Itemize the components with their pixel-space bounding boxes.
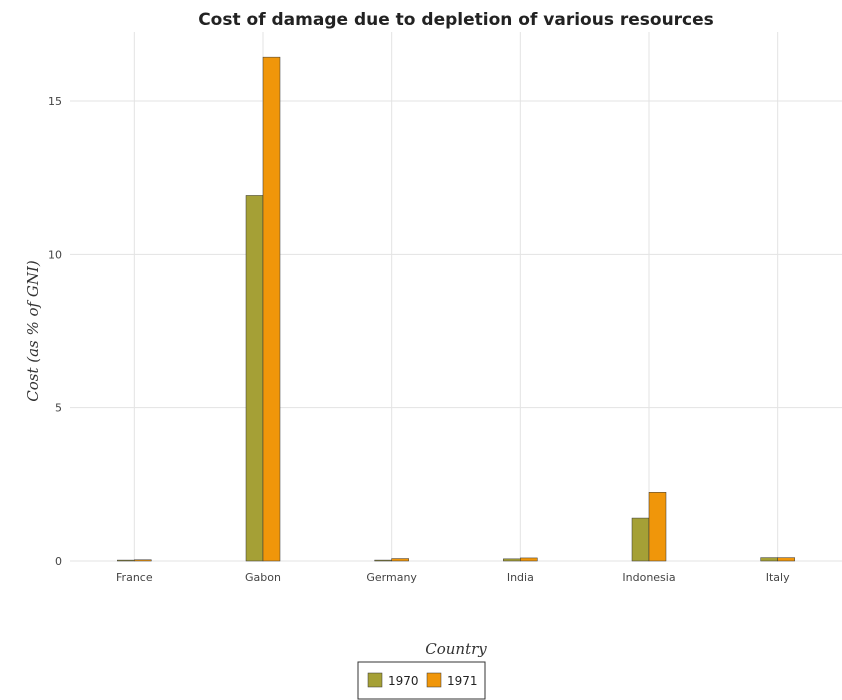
legend-swatch-1971 — [426, 672, 442, 688]
legend-label-1971: 1971 — [447, 674, 478, 688]
y-tick-labels: 0 5 10 15 — [48, 95, 62, 568]
bar-1971-italy — [777, 557, 795, 562]
bar-1971-germany — [391, 558, 409, 562]
grid — [70, 32, 842, 562]
legend-swatch-1970 — [367, 672, 383, 688]
bar-1970-india — [503, 558, 521, 562]
bar-1970-indonesia — [631, 517, 650, 562]
x-tick-label: Germany — [366, 571, 417, 584]
legend-label-1970: 1970 — [388, 674, 419, 688]
bar-1970-france — [117, 559, 135, 562]
bars — [117, 56, 795, 562]
chart-title: Cost of damage due to depletion of vario… — [198, 10, 714, 30]
x-tick-label: Gabon — [245, 571, 281, 584]
y-tick-label: 15 — [48, 95, 62, 108]
x-tick-label: India — [507, 571, 534, 584]
bar-1970-gabon — [245, 195, 264, 562]
legend: 1970 1971 — [357, 661, 486, 700]
bar-1971-indonesia — [648, 492, 667, 562]
y-tick-label: 0 — [55, 555, 62, 568]
x-tick-labels: France Gabon Germany India Indonesia Italy — [116, 571, 790, 584]
bar-1970-germany — [374, 559, 392, 562]
x-tick-label: Italy — [766, 571, 790, 584]
y-tick-label: 10 — [48, 248, 62, 261]
bar-1971-india — [520, 557, 538, 562]
bar-1971-gabon — [262, 56, 281, 562]
y-axis-label: Cost (as % of GNI) — [24, 260, 42, 402]
legend-box — [357, 661, 486, 700]
y-tick-label: 5 — [55, 402, 62, 415]
x-axis-label: Country — [425, 640, 487, 658]
bar-1971-france — [134, 559, 152, 562]
x-tick-label: Indonesia — [622, 571, 675, 584]
x-tick-label: France — [116, 571, 153, 584]
bar-1970-italy — [760, 557, 778, 562]
